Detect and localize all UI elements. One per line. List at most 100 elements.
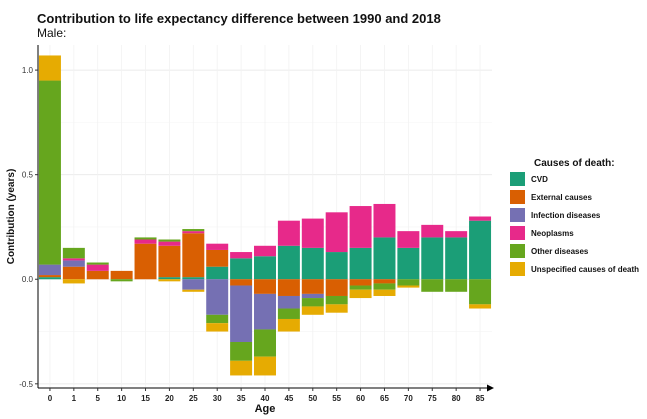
bar-segment (86, 264, 109, 271)
bar-segment (86, 270, 109, 280)
bar-segment (421, 237, 444, 280)
bar-segment (254, 245, 276, 257)
legend-title: Causes of death: (534, 158, 615, 169)
bar-segment (230, 285, 253, 342)
legend-swatch (510, 262, 525, 276)
bar-segment (86, 262, 109, 265)
bar-segment (469, 220, 492, 280)
bar-segment (469, 279, 492, 305)
bar-segment (62, 247, 85, 259)
bar-segment (325, 304, 348, 313)
x-tick-label: 45 (284, 394, 293, 403)
y-axis-label: Contribution (years) (6, 169, 17, 265)
bar-segment (206, 323, 229, 332)
bar-segment (206, 249, 229, 267)
bar-segment (301, 218, 324, 248)
bar-segment (62, 266, 85, 280)
bar-segment (373, 237, 396, 280)
x-tick-label: 10 (117, 394, 126, 403)
legend-swatch (510, 208, 525, 222)
bar-segment (182, 231, 205, 234)
bar-segment (158, 239, 181, 242)
bar-segment (277, 318, 300, 332)
bar-segment (230, 279, 253, 286)
bar-segment (38, 55, 61, 81)
bar-segment (134, 239, 157, 244)
bar-segment (301, 306, 324, 315)
bar-segment (301, 298, 324, 307)
y-tick-label: 0.5 (22, 171, 34, 180)
x-tick-label: 75 (428, 394, 437, 403)
y-tick-label: -0.5 (19, 380, 33, 389)
bar-segment (206, 243, 229, 250)
bar-segment (349, 289, 372, 299)
bar-segment (206, 266, 229, 280)
x-tick-label: 5 (96, 394, 101, 403)
bar-segment (38, 277, 61, 280)
bar-segment (254, 256, 276, 280)
bar-segment (230, 341, 253, 361)
bar-segment (254, 329, 276, 357)
bar-segment (254, 293, 276, 330)
x-tick-label: 65 (380, 394, 389, 403)
bar-segment (469, 304, 492, 309)
x-tick-label: 20 (165, 394, 174, 403)
x-tick-label: 30 (213, 394, 222, 403)
bar-segment (158, 245, 181, 278)
bar-segment (158, 241, 181, 246)
legend-label: Unspecified causes of death (531, 265, 639, 274)
x-tick-label: 1 (72, 394, 77, 403)
bar-segment (206, 279, 229, 315)
bar-segment (230, 360, 253, 376)
bar-segment (397, 247, 420, 280)
bar-segment (325, 279, 348, 296)
x-tick-label: 60 (356, 394, 365, 403)
bar-segment (469, 216, 492, 221)
bar-segment (62, 260, 85, 267)
bar-segment (230, 252, 253, 259)
x-axis-arrow (487, 384, 494, 392)
x-tick-label: 35 (237, 394, 246, 403)
legend-label: Infection diseases (531, 211, 601, 220)
bar-segment (254, 356, 276, 376)
bar-segment (182, 289, 205, 292)
x-axis-label: Age (255, 403, 276, 415)
bars (38, 55, 492, 376)
bar-segment (421, 224, 444, 238)
legend-label: Neoplasms (531, 229, 574, 238)
x-tick-label: 80 (452, 394, 461, 403)
bar-segment (182, 233, 205, 278)
bar-segment (110, 270, 133, 280)
legend-swatch (510, 226, 525, 240)
bar-segment (373, 279, 396, 284)
bar-segment (373, 203, 396, 238)
legend-label: CVD (531, 175, 548, 184)
y-tick-label: 1.0 (22, 66, 34, 75)
bar-segment (325, 212, 348, 253)
bar-segment (277, 220, 300, 246)
legend-swatch (510, 190, 525, 204)
bar-segment (38, 264, 61, 276)
bar-segment (230, 258, 253, 280)
legend-label: Other diseases (531, 247, 589, 256)
bar-segment (62, 258, 85, 261)
bar-segment (301, 293, 324, 299)
bar-segment (38, 80, 61, 265)
x-tick-label: 55 (332, 394, 341, 403)
bar-segment (277, 279, 300, 296)
axes: -0.50.00.51.00 1 5 10 15 20 25 30 35 40 45 50 55 60 65… (19, 45, 494, 403)
x-tick-label: 85 (476, 394, 485, 403)
bar-segment (110, 279, 133, 282)
x-tick-label: 25 (189, 394, 198, 403)
legend-swatch (510, 244, 525, 258)
x-tick-label: 0 (48, 394, 53, 403)
bar-segment (373, 289, 396, 296)
x-tick-label: 40 (261, 394, 270, 403)
bar-segment (62, 279, 85, 284)
bar-segment (206, 314, 229, 324)
legend-swatch (510, 172, 525, 186)
bar-segment (182, 277, 205, 280)
legend: Causes of death: CVD External causes Infect… (510, 158, 639, 276)
x-tick-label: 70 (404, 394, 413, 403)
